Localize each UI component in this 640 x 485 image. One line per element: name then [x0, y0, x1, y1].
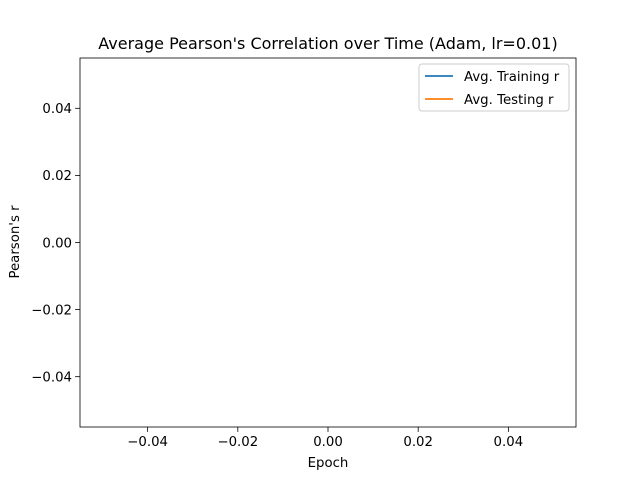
y-tick-label: −0.02 — [31, 303, 72, 318]
y-tick-label: 0.04 — [42, 102, 72, 117]
y-tick-label: 0.02 — [42, 169, 72, 184]
y-axis-title: Pearson's r — [8, 205, 23, 279]
x-axis-title: Epoch — [308, 456, 349, 471]
legend-label-1: Avg. Training r — [464, 70, 560, 85]
x-tick-label: −0.02 — [217, 435, 258, 450]
legend-box — [418, 63, 570, 112]
x-tick-label: 0.04 — [494, 435, 524, 450]
axis-ticks: −0.04 −0.02 0.00 0.02 0.04 −0.04 −0.02 0.00 0.02… — [31, 102, 523, 450]
plot-area — [79, 57, 577, 428]
y-tick-label: 0.00 — [42, 236, 72, 251]
x-tick-label: −0.04 — [127, 435, 168, 450]
chart-title: Average Pearson's Correlation over Time … — [98, 34, 557, 53]
plot-frame — [79, 57, 577, 428]
y-tick-label: −0.04 — [31, 370, 72, 385]
legend-label-2: Avg. Testing r — [464, 93, 554, 108]
legend: Avg. Training r Avg. Testing r — [418, 63, 570, 112]
x-tick-label: 0.02 — [403, 435, 433, 450]
x-tick-label: 0.00 — [313, 435, 343, 450]
